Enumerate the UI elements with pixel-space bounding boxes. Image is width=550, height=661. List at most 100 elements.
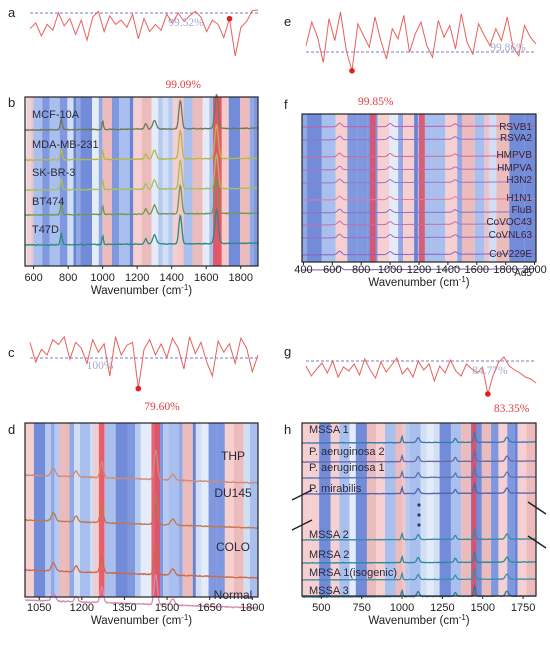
series-label-h-6: MRSA 1(isogenic)	[309, 567, 397, 579]
panel-d-band	[195, 423, 202, 597]
spectrum-f-4	[301, 178, 536, 184]
panel-h-band	[302, 423, 311, 596]
panel-h-band	[470, 423, 482, 596]
panel-b-band	[49, 97, 60, 266]
panel-f-band	[321, 114, 336, 262]
panel-d-band	[104, 423, 116, 597]
x-axis-title-close-b: )	[188, 285, 192, 297]
panel-h-band	[349, 423, 356, 596]
panel-d-band	[127, 423, 136, 597]
spectrum-d-2	[24, 543, 259, 580]
panel-f-band	[445, 114, 458, 262]
panel-letter-e: e	[284, 14, 292, 29]
panel-f-band	[509, 114, 525, 262]
ellipsis-dot-0	[417, 503, 421, 507]
reference-accuracy-label-g: 84.77%	[472, 365, 508, 377]
panel-d-band	[33, 423, 46, 597]
panel-h-band	[498, 423, 508, 596]
spectrum-f-7	[301, 220, 537, 226]
min-accuracy-label-e: 99.85%	[358, 96, 394, 108]
panel-h-band	[330, 423, 340, 596]
min-point-a	[226, 15, 233, 22]
panel-d-band	[59, 423, 70, 597]
panel-f-band	[403, 114, 415, 262]
panel-b-band	[168, 97, 173, 266]
panel-d-band	[168, 423, 179, 597]
panel-d-hl-band	[151, 423, 160, 597]
series-label-f-3: HMPVA	[497, 163, 532, 174]
panel-h-band	[395, 423, 406, 596]
x-axis-title-superscript-b: -1	[181, 283, 189, 292]
series-label-d-0: THP	[221, 449, 245, 463]
panel-f-hl-band	[369, 114, 376, 262]
panel-d-band	[178, 423, 183, 597]
accuracy-line-c	[29, 335, 259, 389]
panel-b-band	[92, 97, 99, 266]
panel-f-hl-band	[484, 114, 490, 262]
spectrum-f-2	[301, 152, 537, 158]
reference-accuracy-label-c: 100%	[87, 360, 114, 372]
x-tick-label-f-0: 400	[294, 264, 312, 276]
x-tick-label-h-5: 1750	[511, 602, 535, 614]
panel-h-band	[355, 423, 367, 596]
spectrum-f-3	[301, 165, 537, 171]
spectrum-h-1	[301, 448, 537, 463]
panel-b-band	[98, 97, 103, 266]
x-tick-label-f-6: 1600	[465, 264, 489, 276]
panel-f-band	[524, 114, 536, 262]
series-label-f-9: CoV229E	[489, 249, 532, 260]
series-label-d-3: Normal	[214, 588, 253, 602]
panel-h-band	[461, 423, 471, 596]
accuracy-line-a	[29, 9, 259, 57]
x-tick-label-f-1: 600	[323, 264, 341, 276]
panel-b-band	[67, 97, 74, 266]
x-tick-label-f-2: 800	[352, 264, 370, 276]
series-label-b-1: MDA-MB-231	[32, 139, 99, 151]
panel-h-band	[439, 423, 451, 596]
panel-f-band	[457, 114, 462, 262]
x-tick-label-f-5: 1400	[436, 264, 460, 276]
spectrum-b-3	[25, 177, 259, 217]
panel-letter-b: b	[8, 95, 16, 110]
panel-f-band	[357, 114, 368, 262]
panel-h-band	[420, 423, 427, 596]
panel-f-band	[398, 114, 404, 262]
reference-accuracy-label-a: 99.52%	[168, 17, 204, 29]
panel-h-band	[376, 423, 386, 596]
x-axis-title-h: Wavenumber (cm-1)	[368, 613, 469, 627]
x-tick-label-f-7: 1800	[493, 264, 517, 276]
x-tick-label-b-4: 1400	[159, 272, 183, 284]
x-tick-label-b-2: 1000	[90, 272, 114, 284]
panel-h-band	[514, 423, 518, 596]
x-tick-label-f-3: 1000	[378, 264, 402, 276]
panel-d-hl-band	[93, 423, 98, 597]
x-tick-label-h-3: 1250	[430, 602, 454, 614]
panel-h-hl-band	[471, 423, 477, 596]
series-label-h-3: P. mirabilis	[309, 483, 362, 495]
x-axis-title-close-h: )	[466, 615, 470, 627]
break-mark-right-1	[527, 501, 547, 515]
panel-f-band	[307, 114, 322, 262]
panel-d-band	[140, 423, 148, 597]
panel-d-hl-band	[98, 423, 105, 597]
x-tick-label-b-6: 1800	[228, 272, 252, 284]
series-label-h-2: P. aeruginosa 1	[309, 462, 385, 474]
panel-b-hl-band	[221, 97, 227, 266]
break-mark-right-2	[527, 535, 547, 549]
panel-d-band	[208, 423, 217, 597]
spectrum-f-9	[302, 250, 537, 256]
series-label-f-7: CoVOC43	[486, 217, 532, 228]
panel-b-band	[141, 97, 152, 266]
panel-d-band	[233, 423, 244, 597]
panel-f-band	[389, 114, 399, 262]
panel-b-band	[249, 97, 254, 266]
panel-f-band	[496, 114, 510, 262]
panel-h-band	[410, 423, 421, 596]
x-tick-label-b-5: 1600	[194, 272, 218, 284]
series-label-b-4: T47D	[32, 224, 59, 236]
series-label-h-0: MSSA 1	[309, 424, 349, 436]
panel-h-band	[450, 423, 462, 596]
panel-b-band	[192, 97, 203, 266]
x-tick-label-b-1: 800	[59, 272, 77, 284]
x-tick-label-f-4: 1200	[407, 264, 431, 276]
